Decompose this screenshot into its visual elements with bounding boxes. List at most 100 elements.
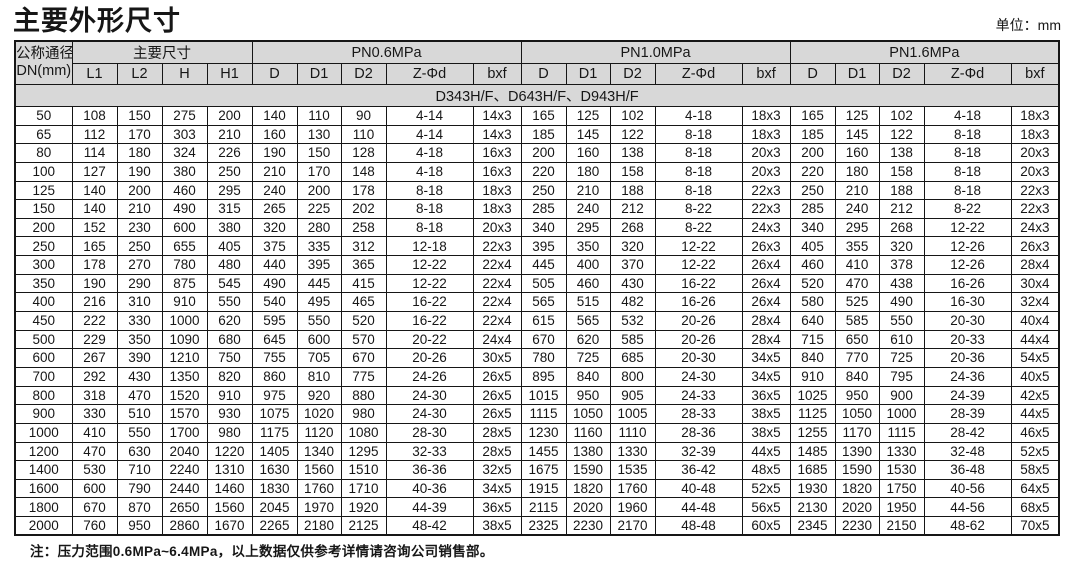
value-cell: 1025 (789, 385, 836, 406)
value-cell: 1760 (609, 478, 656, 499)
value-cell: 1535 (609, 460, 656, 480)
value-cell: 4-18 (385, 143, 474, 163)
value-cell: 1460 (206, 478, 253, 499)
value-cell: 160 (251, 124, 298, 145)
value-cell: 158 (609, 161, 656, 182)
value-cell: 42x5 (1010, 385, 1060, 406)
value-cell: 2125 (340, 516, 387, 536)
value-cell: 36x5 (741, 385, 791, 406)
table-body: 50 108 150 275 200 140 110 90 4-14 14x3 165 125 102 4… (14, 106, 1060, 536)
value-cell: 1570 (161, 404, 208, 424)
value-cell: 580 (789, 292, 836, 313)
value-cell: 200 (296, 180, 342, 201)
value-cell: 28x4 (1010, 255, 1060, 275)
value-cell: 20-30 (654, 348, 743, 368)
value-cell: 152 (71, 217, 118, 238)
dn-cell: 450 (14, 311, 73, 331)
value-cell: 30x5 (472, 348, 522, 368)
value-cell: 1710 (340, 478, 387, 499)
value-cell: 52x5 (741, 478, 791, 499)
value-cell: 26x5 (472, 366, 522, 387)
value-cell: 250 (789, 180, 836, 201)
value-cell: 645 (251, 329, 298, 350)
value-cell: 2230 (565, 516, 611, 536)
value-cell: 16-22 (654, 273, 743, 294)
value-cell: 1590 (834, 460, 880, 480)
value-cell: 230 (116, 217, 163, 238)
value-cell: 20x3 (1010, 143, 1060, 163)
value-cell: 950 (116, 516, 163, 536)
value-cell: 20-26 (654, 311, 743, 331)
value-cell: 8-18 (654, 180, 743, 201)
value-cell: 226 (206, 143, 253, 163)
value-cell: 200 (789, 143, 836, 163)
value-cell: 24-30 (654, 366, 743, 387)
model-band: D343H/F、D643H/F、D943H/F (14, 84, 1060, 107)
value-cell: 705 (296, 348, 342, 368)
value-cell: 44x5 (1010, 404, 1060, 424)
col-header-d2: D2 (340, 63, 387, 85)
value-cell: 8-18 (654, 143, 743, 163)
value-cell: 875 (161, 273, 208, 294)
value-cell: 22x3 (1010, 180, 1060, 201)
dn-cell: 65 (14, 124, 73, 145)
value-cell: 180 (834, 161, 880, 182)
dn-cell: 1600 (14, 478, 73, 499)
table-row: 150 140 210 490 315 265 225 202 8-18 18x3 285 240 21… (14, 199, 1060, 219)
value-cell: 200 (116, 180, 163, 201)
value-cell: 24-26 (385, 366, 474, 387)
value-cell: 190 (71, 273, 118, 294)
dn-cell: 150 (14, 199, 73, 219)
value-cell: 410 (71, 422, 118, 443)
value-cell: 185 (520, 124, 567, 145)
group-header-row: 公称通径 DN(mm) 主要尺寸 PN0.6MPa PN1.0MPa PN1.6M… (14, 40, 1060, 85)
value-cell: 1295 (340, 441, 387, 462)
value-cell: 2240 (161, 460, 208, 480)
value-cell: 122 (878, 124, 925, 145)
value-cell: 375 (251, 236, 298, 257)
value-cell: 760 (71, 516, 118, 536)
page-title: 主要外形尺寸 (13, 6, 181, 36)
value-cell: 26x4 (741, 273, 791, 294)
value-cell: 140 (251, 106, 298, 126)
value-cell: 160 (565, 143, 611, 163)
value-cell: 405 (789, 236, 836, 257)
value-cell: 8-18 (385, 217, 474, 238)
value-cell: 44x5 (741, 441, 791, 462)
value-cell: 530 (71, 460, 118, 480)
value-cell: 18x3 (472, 180, 522, 201)
value-cell: 585 (609, 329, 656, 350)
value-cell: 12-22 (654, 255, 743, 275)
value-cell: 895 (520, 366, 567, 387)
value-cell: 600 (71, 478, 118, 499)
value-cell: 295 (834, 217, 880, 238)
value-cell: 12-22 (654, 236, 743, 257)
value-cell: 430 (609, 273, 656, 294)
table-row: 350 190 290 875 545 490 445 415 12-22 22x4 505 460 4… (14, 273, 1060, 294)
dn-cell: 500 (14, 329, 73, 350)
value-cell: 32x4 (1010, 292, 1060, 313)
value-cell: 335 (296, 236, 342, 257)
value-cell: 12-22 (385, 255, 474, 275)
value-cell: 460 (565, 273, 611, 294)
value-cell: 58x5 (1010, 460, 1060, 480)
value-cell: 36x5 (472, 497, 522, 518)
value-cell: 900 (878, 385, 925, 406)
value-cell: 44x4 (1010, 329, 1060, 350)
value-cell: 108 (71, 106, 118, 126)
value-cell: 34x5 (741, 366, 791, 387)
col-header-h1: H1 (206, 63, 253, 85)
value-cell: 520 (340, 311, 387, 331)
value-cell: 8-22 (923, 199, 1012, 219)
value-cell: 1820 (834, 478, 880, 499)
value-cell: 70x5 (1010, 516, 1060, 536)
value-cell: 324 (161, 143, 208, 163)
value-cell: 216 (71, 292, 118, 313)
value-cell: 1005 (609, 404, 656, 424)
value-cell: 2040 (161, 441, 208, 462)
value-cell: 1950 (878, 497, 925, 518)
value-cell: 165 (789, 106, 836, 126)
table-row: 450 222 330 1000 620 595 550 520 16-22 22x4 615 565… (14, 311, 1060, 331)
value-cell: 303 (161, 124, 208, 145)
value-cell: 1210 (161, 348, 208, 368)
